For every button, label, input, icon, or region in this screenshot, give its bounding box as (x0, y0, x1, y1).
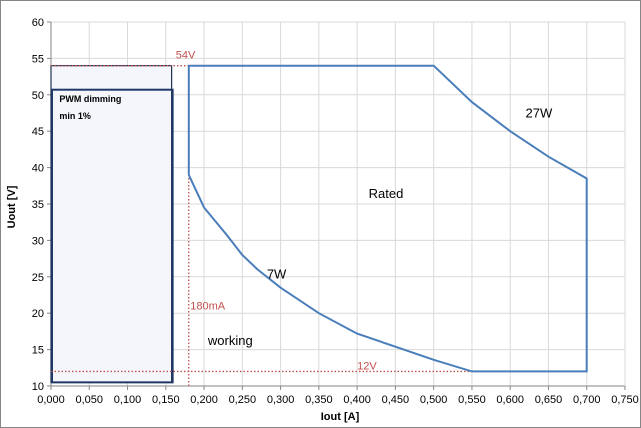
x-tick-label: 0,300 (267, 394, 295, 406)
annotations: 54V 12V 180mA PWM dimming min 1% 27W Rated 7W wo… (59, 49, 553, 372)
x-tick-label: 0,750 (611, 394, 639, 406)
y-tick-label: 10 (32, 381, 44, 393)
y-axis-title: Uout [V] (6, 185, 18, 228)
x-tick-label: 0,650 (535, 394, 563, 406)
annotation-label: working (207, 333, 253, 348)
annotation-label: 27W (526, 105, 553, 120)
x-tick-label: 0,350 (305, 394, 333, 406)
x-tick-label: 0,500 (420, 394, 448, 406)
y-tick-label: 60 (32, 17, 44, 29)
y-tick-label: 35 (32, 199, 44, 211)
x-tick-label: 0,550 (458, 394, 486, 406)
y-tick-label: 55 (32, 53, 44, 65)
annotation-label: 12V (357, 360, 377, 372)
y-tick-label: 30 (32, 235, 44, 247)
pwm-inner-box (51, 88, 174, 384)
y-tick-label: 50 (32, 90, 44, 102)
y-tick-label: 25 (32, 272, 44, 284)
y-tick-labels: 10 15 20 25 30 35 40 45 50 55 60 (32, 17, 44, 393)
x-tick-label: 0,700 (573, 394, 601, 406)
pwm-box-group (50, 65, 174, 384)
x-tick-label: 0,100 (114, 394, 142, 406)
annotation-label: Rated (369, 186, 404, 201)
series-group (187, 64, 588, 373)
operating-area-line (187, 64, 588, 373)
x-axis-title: Iout [A] (321, 411, 360, 423)
annotation-label: PWM dimming (59, 94, 121, 104)
x-tick-label: 0,150 (152, 394, 180, 406)
x-tick-label: 0,050 (76, 394, 104, 406)
x-tick-label: 0,600 (496, 394, 524, 406)
x-tick-labels: 0,000 0,050 0,100 0,150 0,200 0,250 0,300 0,350… (37, 394, 639, 406)
annotation-label: 180mA (190, 301, 226, 313)
y-tick-label: 15 (32, 345, 44, 357)
y-tick-label: 40 (32, 163, 44, 175)
pwm-outer-box (50, 65, 173, 383)
x-tick-label: 0,200 (190, 394, 218, 406)
x-tick-label: 0,250 (229, 394, 257, 406)
y-tick-label: 20 (32, 308, 44, 320)
annotation-label: min 1% (59, 111, 91, 121)
x-tick-label: 0,450 (382, 394, 410, 406)
annotation-label: 54V (176, 49, 196, 61)
x-tick-label: 0,400 (343, 394, 371, 406)
y-tick-label: 45 (32, 126, 44, 138)
annotation-label: 7W (267, 266, 287, 281)
x-tick-label: 0,000 (37, 394, 65, 406)
